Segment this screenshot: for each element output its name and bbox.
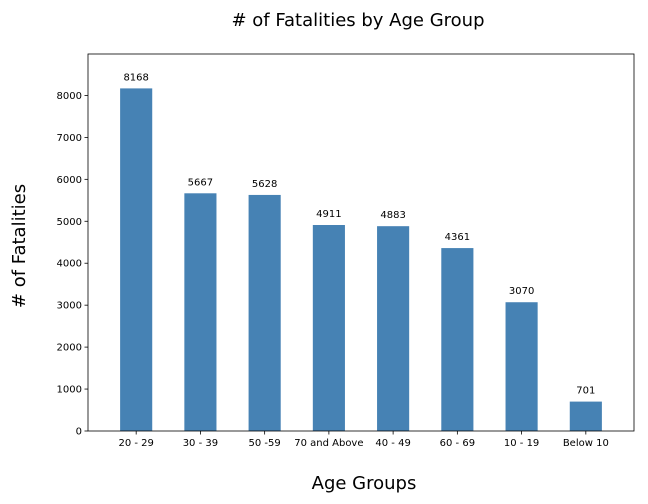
bar (312, 225, 345, 431)
x-tick-label: 50 -59 (249, 438, 281, 449)
bar-value-label: 8168 (123, 72, 148, 83)
x-tick-label: Below 10 (563, 438, 609, 449)
y-axis-label: # of Fatalities (9, 184, 30, 308)
bar (377, 226, 410, 431)
x-tick-label: 70 and Above (294, 438, 363, 449)
y-axis: 0 1000 2000 3000 4000 5000 6000 7000 8000 (57, 91, 88, 438)
bar-value-label: 4911 (316, 209, 341, 220)
chart-title: # of Fatalities by Age Group (231, 10, 484, 31)
y-tick-label: 1000 (57, 385, 82, 396)
y-tick-label: 8000 (57, 91, 82, 102)
bar-value-label: 3070 (509, 286, 534, 297)
y-tick-label: 2000 (57, 343, 82, 354)
bar (441, 248, 474, 431)
y-tick-label: 7000 (57, 133, 82, 144)
x-tick-label: 60 - 69 (440, 438, 475, 449)
y-tick-label: 6000 (57, 175, 82, 186)
x-tick-label: 40 - 49 (375, 438, 410, 449)
y-tick-label: 4000 (57, 259, 82, 270)
x-tick-label: 30 - 39 (183, 438, 218, 449)
bar (569, 401, 602, 431)
x-axis-label: Age Groups (312, 473, 417, 494)
bar (505, 302, 538, 431)
bar (248, 194, 281, 431)
bar-value-label: 5667 (188, 177, 213, 188)
x-tick-label: 10 - 19 (504, 438, 539, 449)
x-axis: 20 - 29 30 - 39 50 -59 70 and Above 40 - 49 6… (118, 431, 609, 449)
plot-area (87, 53, 635, 432)
bars-group: 8168 5667 5628 4911 4883 4361 3070 701 (120, 72, 602, 431)
y-tick-label: 5000 (57, 217, 82, 228)
bar-value-label: 701 (576, 386, 595, 397)
bar-value-label: 5628 (252, 179, 277, 190)
y-tick-label: 3000 (57, 301, 82, 312)
bar (184, 193, 217, 431)
x-tick-label: 20 - 29 (118, 438, 153, 449)
y-tick-label: 0 (76, 427, 82, 438)
bar (120, 88, 153, 431)
bar-value-label: 4883 (380, 210, 405, 221)
bar-value-label: 4361 (445, 232, 470, 243)
